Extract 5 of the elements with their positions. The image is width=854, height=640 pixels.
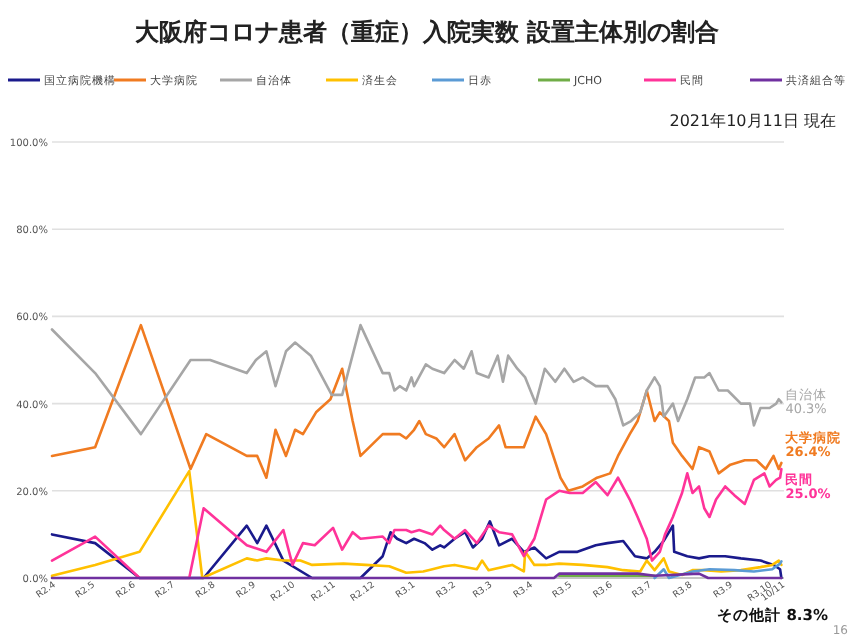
line-series	[50, 323, 783, 436]
chart-title: 大阪府コロナ患者（重症）入院実数 設置主体別の割合	[134, 18, 722, 46]
chart-subtitle: 2021年10月11日 現在	[669, 112, 836, 130]
line-series	[653, 560, 783, 580]
line-series	[50, 323, 783, 493]
